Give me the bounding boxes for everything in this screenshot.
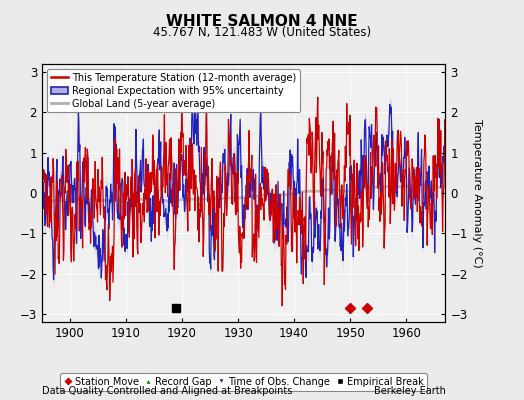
- Text: WHITE SALMON 4 NNE: WHITE SALMON 4 NNE: [166, 14, 358, 29]
- Text: Berkeley Earth: Berkeley Earth: [374, 386, 445, 396]
- Text: 45.767 N, 121.483 W (United States): 45.767 N, 121.483 W (United States): [153, 26, 371, 39]
- Text: Data Quality Controlled and Aligned at Breakpoints: Data Quality Controlled and Aligned at B…: [42, 386, 292, 396]
- Y-axis label: Temperature Anomaly (°C): Temperature Anomaly (°C): [472, 119, 482, 267]
- Legend: Station Move, Record Gap, Time of Obs. Change, Empirical Break: Station Move, Record Gap, Time of Obs. C…: [60, 373, 427, 391]
